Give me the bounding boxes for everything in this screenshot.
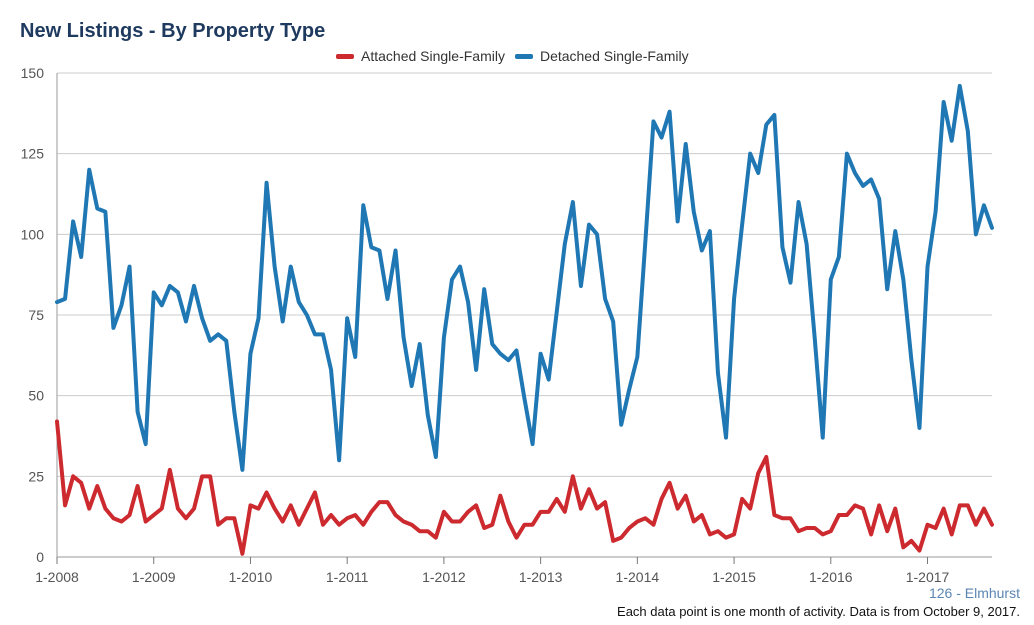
y-tick-label: 75 — [28, 307, 44, 323]
legend-swatch-attached — [336, 53, 354, 59]
legend-label-detached: Detached Single-Family — [539, 48, 689, 64]
x-tick-label: 1-2011 — [326, 569, 369, 585]
legend-swatch-detached — [514, 53, 533, 59]
y-tick-label: 125 — [21, 146, 45, 162]
x-tick-label: 1-2015 — [712, 569, 756, 585]
chart-title: New Listings - By Property Type — [20, 20, 326, 42]
chart-legend: Attached Single-Family Detached Single-F… — [336, 46, 699, 66]
footnote: Each data point is one month of activity… — [617, 604, 1020, 619]
y-tick-label: 0 — [36, 549, 44, 565]
gridlines — [57, 72, 992, 558]
x-tick-label: 1-2009 — [132, 569, 176, 585]
y-tick-label: 25 — [28, 468, 44, 484]
y-tick-label: 150 — [21, 65, 45, 81]
x-tick-label: 1-2016 — [809, 569, 853, 585]
series-line-detached[interactable] — [55, 83, 994, 472]
series-line-attached[interactable] — [55, 419, 994, 556]
x-tick-label: 1-2010 — [229, 569, 273, 585]
x-tick-label: 1-2017 — [906, 569, 950, 585]
legend-label-attached: Attached Single-Family — [361, 48, 505, 64]
x-tick-label: 1-2014 — [616, 569, 660, 585]
x-tick-label: 1-2013 — [519, 569, 563, 585]
x-tick-label: 1-2008 — [35, 569, 79, 585]
x-axis: 1-2008 1-2009 1-2010 1-2011 1-2012 1-2013 1-20… — [35, 557, 950, 585]
source-label: 126 - Elmhurst — [928, 585, 1020, 601]
y-tick-label: 100 — [21, 226, 45, 242]
x-tick-label: 1-2012 — [422, 569, 466, 585]
legend-item-detached[interactable]: Detached Single-Family — [514, 48, 689, 64]
y-axis: 0 25 50 75 100 125 150 — [21, 65, 58, 565]
y-tick-label: 50 — [28, 388, 44, 404]
legend-item-attached[interactable]: Attached Single-Family — [336, 48, 505, 64]
series-lines — [55, 83, 994, 556]
